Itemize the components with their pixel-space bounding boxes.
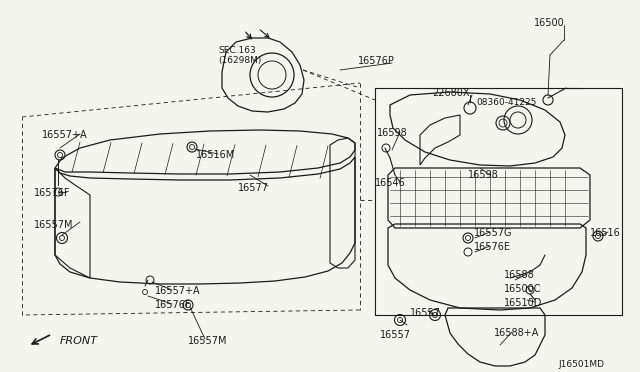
Text: 16557: 16557 (410, 308, 441, 318)
Text: 16598: 16598 (377, 128, 408, 138)
Text: 16588+A: 16588+A (494, 328, 540, 338)
Text: 16500: 16500 (534, 18, 564, 28)
Text: 16516M: 16516M (196, 150, 236, 160)
Text: 16576P: 16576P (358, 56, 395, 66)
Text: 16576F: 16576F (155, 300, 191, 310)
Text: SEC.163: SEC.163 (218, 46, 256, 55)
Text: 16557M: 16557M (34, 220, 74, 230)
Text: (16298M): (16298M) (218, 56, 261, 65)
Text: 16516: 16516 (590, 228, 621, 238)
Text: 16500C: 16500C (504, 284, 541, 294)
Text: FRONT: FRONT (60, 336, 98, 346)
Text: 16557+A: 16557+A (155, 286, 200, 296)
Text: 16557+A: 16557+A (42, 130, 88, 140)
Text: 16557M: 16557M (188, 336, 227, 346)
Text: 16598: 16598 (468, 170, 499, 180)
Text: 16576E: 16576E (474, 242, 511, 252)
Text: 16576F: 16576F (34, 188, 70, 198)
Text: J16501MD: J16501MD (558, 360, 604, 369)
Text: 16588: 16588 (504, 270, 535, 280)
Text: 16510D: 16510D (504, 298, 542, 308)
Text: 16557: 16557 (380, 330, 411, 340)
Text: 22680X: 22680X (432, 88, 470, 98)
Text: 08360-41225: 08360-41225 (476, 98, 536, 107)
Text: 16557G: 16557G (474, 228, 513, 238)
Text: 16546: 16546 (375, 178, 406, 188)
Text: 16577: 16577 (238, 183, 269, 193)
